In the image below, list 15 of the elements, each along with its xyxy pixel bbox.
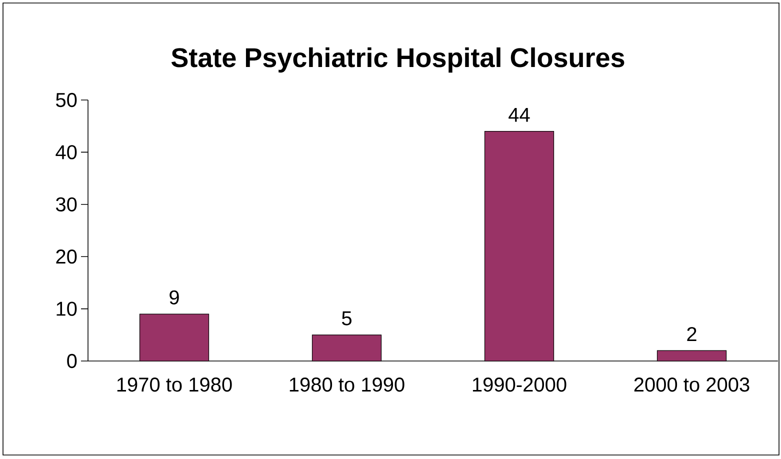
y-tick-label: 50 [56,92,77,108]
x-tick-label: 2000 to 2003 [634,378,750,392]
x-tick-label: 1990-2000 [472,378,566,392]
data-label: 2 [687,327,696,342]
y-tick-label: 40 [56,145,77,160]
y-tick-label: 20 [56,250,77,264]
y-tick-label: 30 [56,197,77,212]
y-tick-label: 10 [56,302,77,316]
y-tick-label: 0 [67,354,77,368]
data-label: 9 [170,290,179,304]
chart-title: State Psychiatric Hospital Closures [171,47,624,73]
data-label: 5 [342,311,352,326]
x-tick-label: 1980 to 1990 [290,378,404,392]
data-label: 44 [508,108,530,122]
x-tick-label: 1970 to 1980 [117,378,232,392]
